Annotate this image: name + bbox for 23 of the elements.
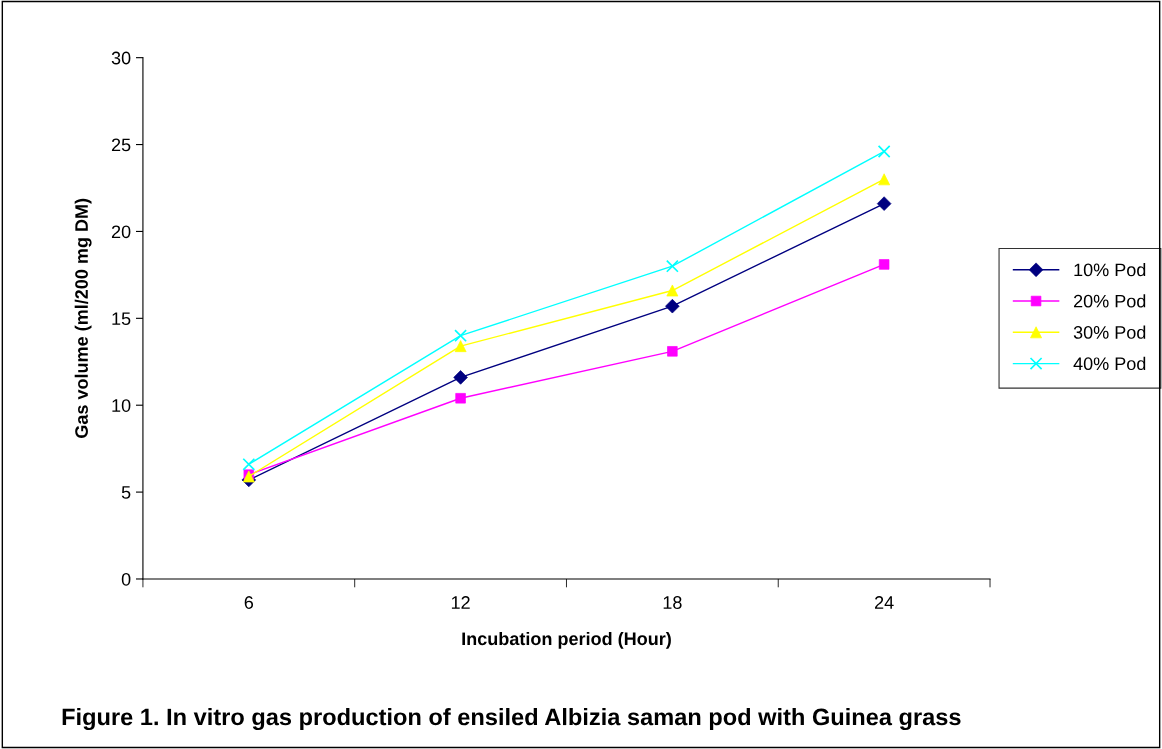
x-tick-label: 24 — [875, 596, 894, 609]
y-axis-title: Gas volume (ml/200 mg DM) — [74, 198, 92, 438]
legend-label: 40% Pod — [1073, 356, 1146, 371]
text: Figure 1. In vitro gas production of ensiled Albizia saman pod with Guinea grass — [62, 707, 961, 731]
y-tick-label: 20 — [111, 225, 131, 239]
point — [454, 329, 467, 343]
point — [665, 259, 679, 273]
point — [665, 298, 680, 314]
y-tick-label: 25 — [111, 138, 131, 152]
point — [242, 457, 256, 471]
x-axis-title: Incubation period (Hour) — [462, 631, 671, 649]
y-tick-label: 0 — [121, 572, 131, 586]
x-tick-label: 12 — [451, 596, 470, 609]
legend-label: 10% Pod — [1074, 263, 1146, 277]
x-tick-label: 6 — [244, 596, 254, 609]
x-tick-label: 18 — [663, 596, 682, 609]
legend-label: 30% Pod — [1073, 325, 1146, 339]
y-tick-label: 30 — [111, 51, 131, 65]
y-tick-label: 15 — [112, 312, 131, 326]
y-tick-label: 5 — [121, 486, 131, 499]
y-tick-label: 10 — [112, 399, 131, 412]
point — [877, 145, 891, 158]
legend-label: 20% Pod — [1073, 294, 1146, 308]
